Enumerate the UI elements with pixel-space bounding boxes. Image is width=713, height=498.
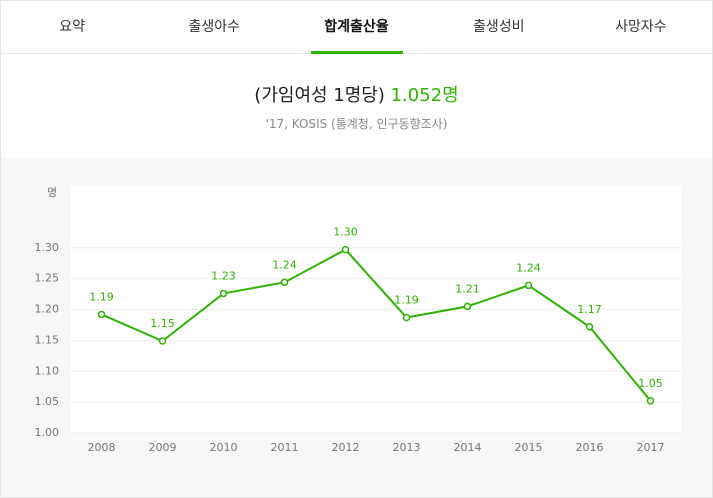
point <box>219 289 228 298</box>
value-label: 1.17 <box>577 303 602 316</box>
point <box>97 310 106 319</box>
value-label: 1.19 <box>394 294 419 307</box>
tab[interactable]: 요약 <box>59 19 85 35</box>
point <box>585 323 594 331</box>
x-tick-label: 2013 <box>393 441 421 454</box>
source: '17, KOSIS (통계청, 인구동향조사) <box>265 117 448 131</box>
x-tick-label: 2014 <box>454 441 482 454</box>
chart: 명 1.00 1.05 1.10 1.15 1.20 1.25 1.30 2008 2009 20… <box>1 158 712 497</box>
value-label: 1.23 <box>211 269 236 282</box>
headline-value: 1.052명 <box>390 85 459 106</box>
headline: (가임여성 1명당) 1.052명 <box>1 54 712 107</box>
x-tick-label: 2015 <box>515 441 543 454</box>
point <box>524 281 533 290</box>
summary: (가임여성 1명당) 1.052명 '17, KOSIS (통계청, 인구동향조… <box>1 54 712 159</box>
y-tick-label: 1.05 <box>35 395 60 408</box>
point <box>341 245 350 254</box>
y-tick-label: 1.10 <box>35 364 60 377</box>
value-label: 1.30 <box>333 226 358 239</box>
value-label: 1.19 <box>89 290 114 303</box>
point <box>646 397 655 405</box>
y-tick-label: 1.30 <box>35 241 60 254</box>
x-tick-label: 2016 <box>576 441 604 454</box>
y-tick-label: 1.20 <box>35 303 60 316</box>
x-tick-label: 2008 <box>88 441 116 454</box>
value-label: 1.15 <box>150 317 175 330</box>
y-tick-label: 1.25 <box>35 272 60 285</box>
value-label: 1.05 <box>638 377 663 390</box>
value-label: 1.24 <box>272 258 297 271</box>
tab[interactable]: 합계출산율 <box>285 1 427 53</box>
x-tick-label: 2017 <box>637 441 665 454</box>
point <box>402 313 411 322</box>
y-tick-label: 1.00 <box>35 426 60 439</box>
tab[interactable]: 출생아수 <box>188 19 241 35</box>
x-tick-label: 2010 <box>210 441 238 454</box>
tab[interactable]: 출생성비 <box>472 19 525 35</box>
y-axis-label: 명 <box>47 186 57 199</box>
value-label: 1.21 <box>455 282 480 295</box>
point <box>158 337 167 345</box>
y-tick-label: 1.15 <box>35 333 60 346</box>
tab-bar: 요약 출생아수 합계출산율 출생성비 사망자수 <box>1 1 712 54</box>
line <box>101 248 652 402</box>
x-tick-label: 2012 <box>332 441 360 454</box>
tab[interactable]: 사망자수 <box>615 19 667 35</box>
headline-prefix: (가임여성 1명당) <box>254 85 385 106</box>
value-label: 1.24 <box>516 261 541 274</box>
point <box>463 302 472 311</box>
x-tick-label: 2011 <box>271 441 299 454</box>
x-tick-label: 2009 <box>149 441 177 454</box>
point <box>280 278 289 287</box>
